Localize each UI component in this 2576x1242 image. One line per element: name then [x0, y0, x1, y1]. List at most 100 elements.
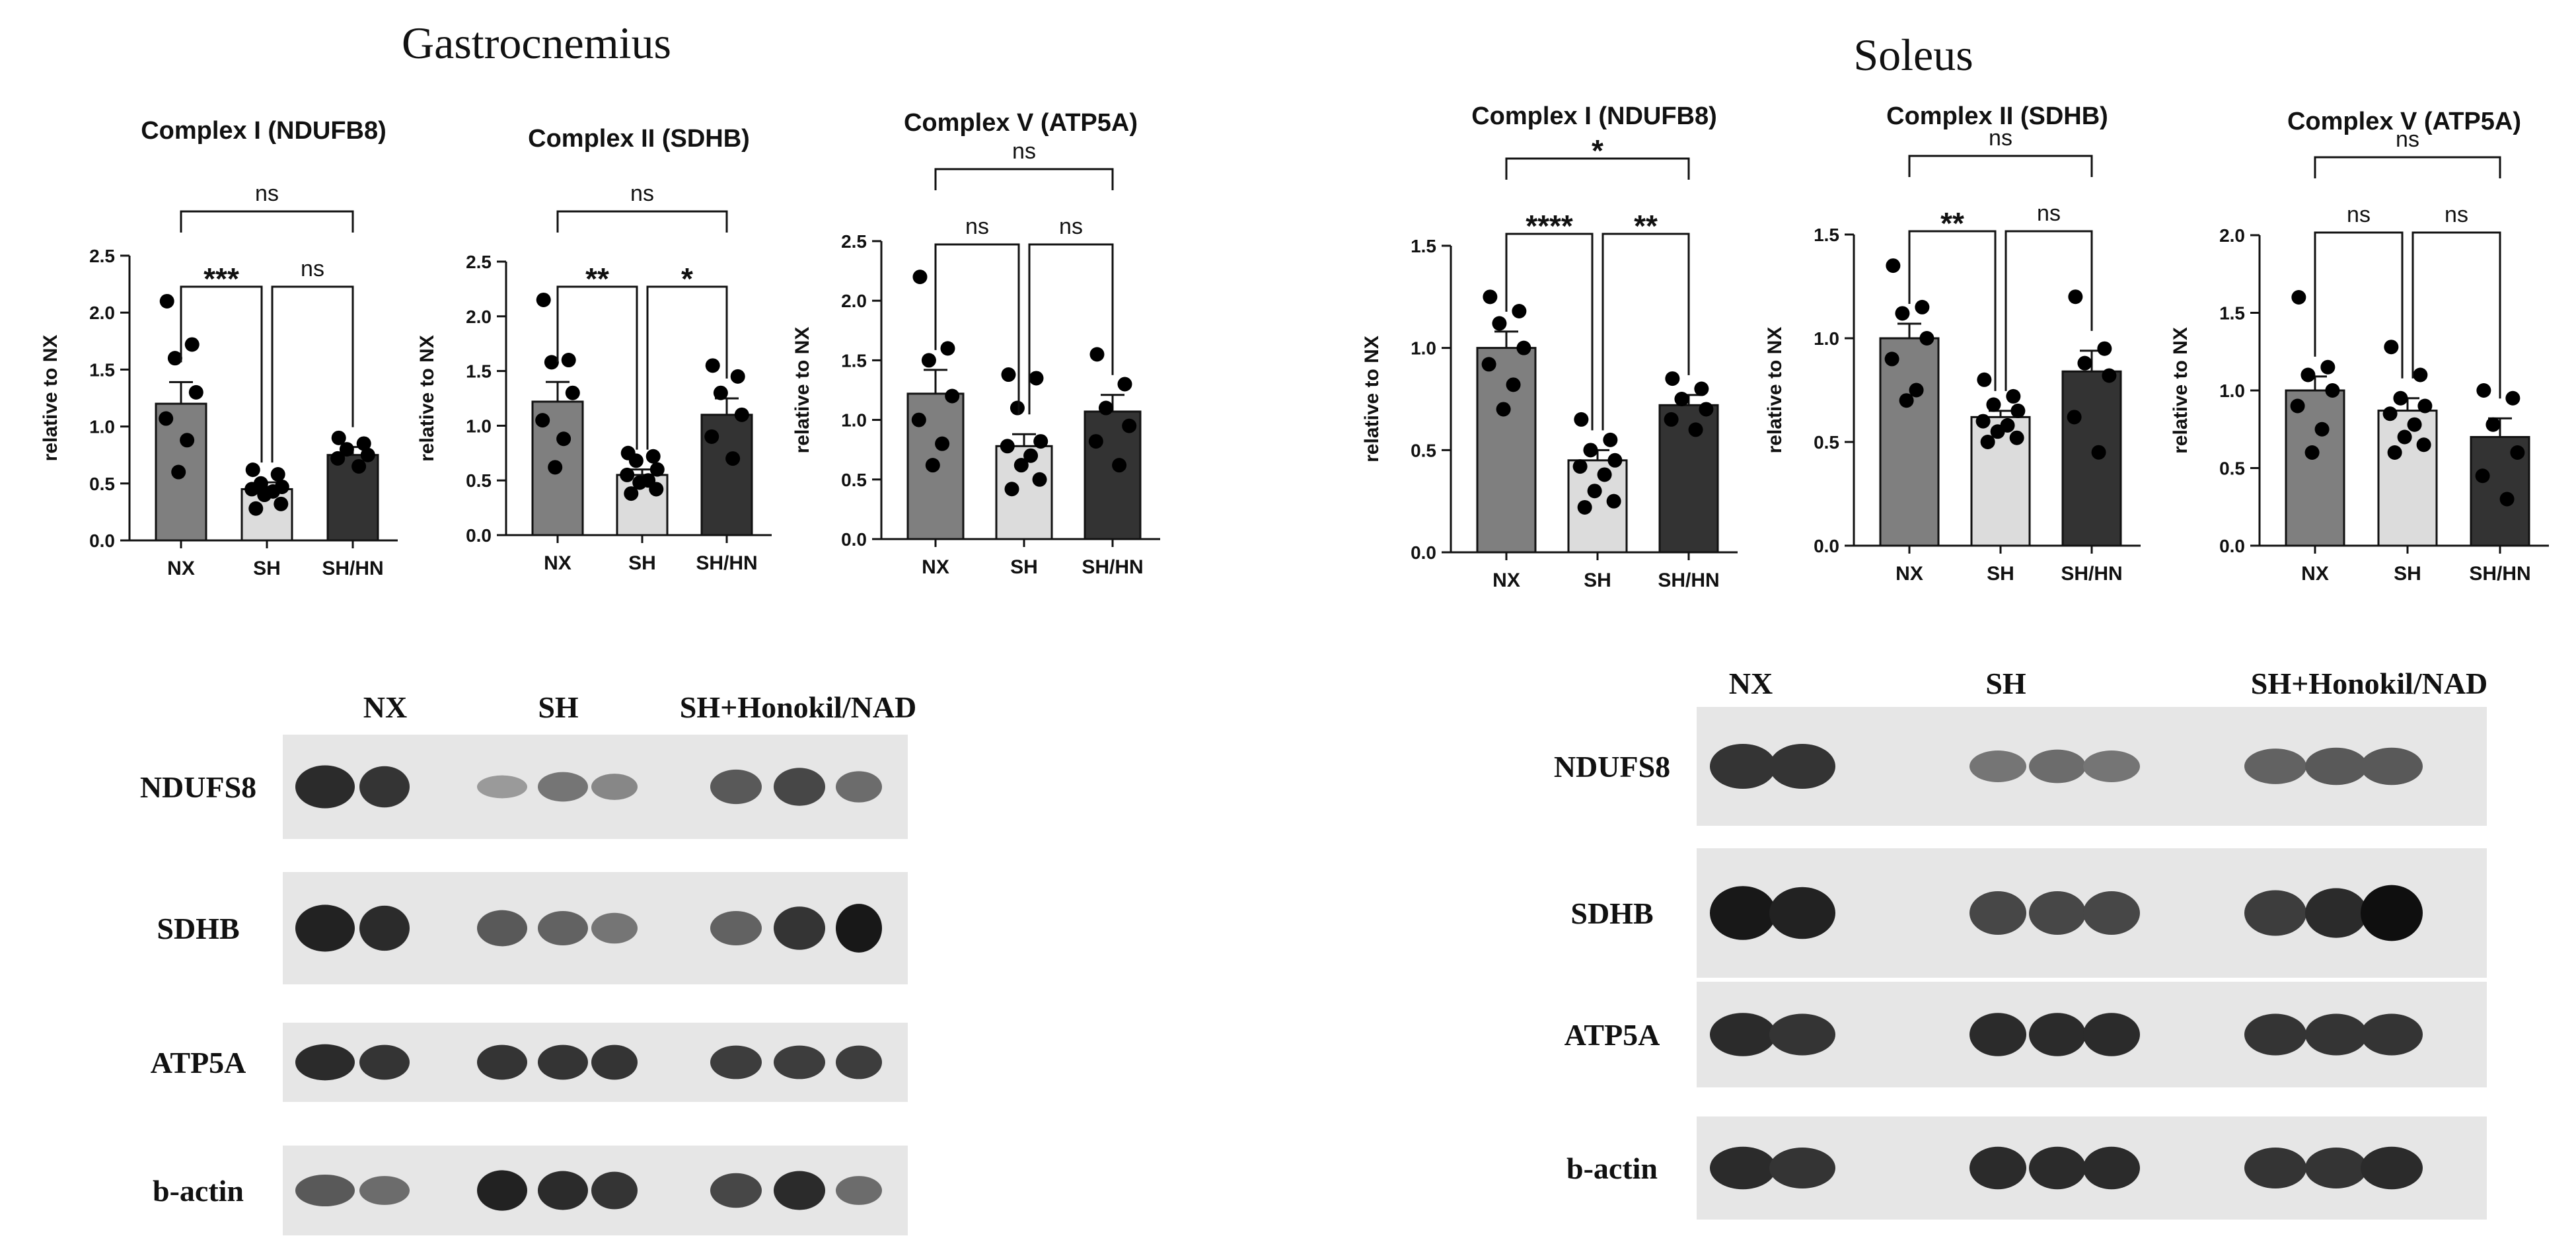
data-point [1665, 371, 1680, 386]
significance-bracket [556, 210, 728, 233]
blot-band [2244, 749, 2306, 784]
data-point [1980, 435, 1995, 449]
blot-band [836, 1045, 882, 1079]
data-point [645, 449, 661, 464]
data-point [548, 460, 563, 475]
significance-label: ns [255, 181, 279, 206]
significance-bracket [2314, 156, 2501, 178]
data-point [184, 337, 200, 352]
blot-band [1769, 1148, 1835, 1188]
data-point [1033, 434, 1049, 449]
lane-label: SH [1985, 667, 2026, 700]
significance-bracket [1908, 230, 1997, 391]
blot-band [2244, 1148, 2306, 1188]
chart-4: Complex I (NDUFB8) relative to NX 0.0 0.5 1.… [1361, 102, 1738, 591]
data-point [565, 385, 580, 400]
blot-panel-1: NX SH SH+Honokil/NAD NDUFS8 SDHB ATP5A b-actin [140, 690, 916, 1235]
significance-label: ns [301, 256, 324, 281]
blot-band [1969, 891, 2026, 935]
significance-bracket [1908, 155, 2093, 177]
y-tick-label: 1.0 [466, 416, 492, 436]
significance-label: ns [2347, 202, 2371, 227]
data-point [925, 458, 940, 473]
chart-6: Complex V (ATP5A) relative to NX 0.0 0.5 1.0… [2170, 108, 2549, 585]
blot-row-label: SDHB [157, 912, 239, 945]
data-point [171, 464, 186, 480]
data-point [339, 442, 354, 457]
x-tick-label: SH [1584, 569, 1611, 591]
panel-title-soleus: Soleus [1853, 30, 1973, 80]
data-point [159, 411, 174, 426]
data-point [1597, 467, 1612, 482]
x-tick-label: SH/HN [322, 558, 383, 579]
blot-band [710, 911, 762, 945]
blot-band [359, 1176, 410, 1205]
data-point [1688, 422, 1703, 437]
blot-band [538, 772, 588, 802]
blot-band [2029, 1013, 2086, 1056]
blot-band [477, 1044, 527, 1080]
data-point [1496, 402, 1511, 417]
y-tick-label: 1.0 [1814, 328, 1839, 349]
x-tick-label: NX [1895, 563, 1923, 585]
bar-sh-hn [2061, 370, 2122, 547]
data-point [1010, 400, 1025, 416]
blot-band [538, 911, 588, 945]
y-tick-label: 2.0 [2219, 225, 2245, 246]
y-tick-label: 2.5 [89, 246, 115, 266]
data-point [544, 355, 559, 370]
significance-bracket [2411, 231, 2501, 399]
significance-bracket [934, 168, 1114, 190]
significance-bracket [1028, 243, 1114, 415]
data-point [244, 482, 260, 497]
data-point [1603, 432, 1618, 447]
blot-band [2029, 891, 2086, 935]
blot-band [295, 1044, 355, 1081]
data-point [1098, 400, 1113, 416]
x-tick-label: SH [1010, 556, 1038, 578]
y-tick-label: 0.0 [89, 530, 115, 551]
data-point [1884, 351, 1899, 367]
data-point [257, 488, 272, 503]
data-point [1512, 303, 1527, 318]
data-point [2475, 468, 2490, 484]
blot-band [2083, 891, 2140, 935]
data-point [1122, 418, 1137, 433]
data-point [1915, 299, 1930, 314]
significance-label: ns [1059, 214, 1083, 239]
blot-band [2083, 1146, 2140, 1190]
data-point [331, 430, 346, 445]
data-point [1013, 458, 1029, 473]
bar-nx [1879, 337, 1940, 547]
blot-band [1969, 750, 2026, 782]
data-point [274, 496, 289, 511]
data-point [2291, 290, 2306, 305]
lane-label: NX [1729, 667, 1773, 700]
data-point [1572, 459, 1588, 474]
y-tick-label: 0.5 [2219, 458, 2245, 479]
significance-label: ** [585, 262, 609, 296]
y-tick-label: 0.5 [1411, 440, 1436, 460]
significance-bracket [180, 210, 354, 233]
data-point [2290, 398, 2305, 414]
data-point [705, 358, 720, 373]
data-point [536, 292, 551, 307]
data-point [1577, 499, 1592, 515]
data-point [2325, 383, 2340, 398]
data-point [945, 388, 960, 404]
data-point [624, 486, 639, 501]
y-tick-label: 0.0 [2219, 536, 2245, 556]
y-axis-label: relative to NX [791, 327, 813, 454]
data-point [1699, 402, 1714, 417]
data-point [628, 453, 644, 468]
data-point [1583, 443, 1598, 458]
blot-band [591, 1171, 638, 1210]
significance-bracket [271, 285, 354, 463]
data-point [2397, 429, 2412, 445]
data-point [356, 436, 371, 451]
y-tick-label: 0.0 [1814, 536, 1839, 556]
blot-band [774, 768, 825, 806]
y-tick-label: 1.5 [2219, 303, 2245, 324]
blot-band [295, 904, 355, 952]
data-point [1990, 424, 2005, 439]
